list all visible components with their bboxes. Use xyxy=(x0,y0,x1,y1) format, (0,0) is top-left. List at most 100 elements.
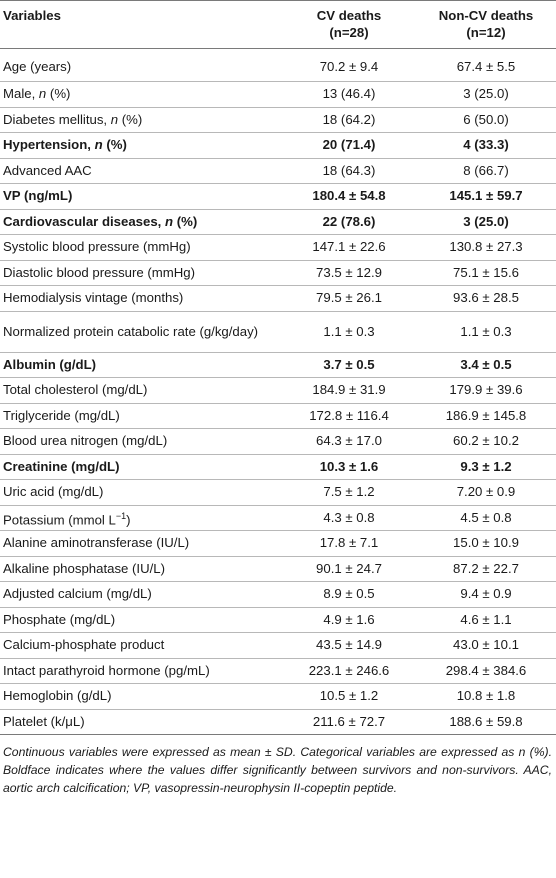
row-cv-deaths-value: 211.6 ± 72.7 xyxy=(282,709,416,735)
row-variable-label: Diabetes mellitus, n (%) xyxy=(0,107,282,133)
header-row: Variables CV deaths (n=28) Non-CV deaths… xyxy=(0,0,556,49)
table-row: Alanine aminotransferase (IU/L) 17.8 ± 7.… xyxy=(0,530,556,557)
row-variable-label: Age (years) xyxy=(0,48,282,82)
row-cv-deaths-value: 1.1 ± 0.3 xyxy=(282,311,416,353)
row-non-cv-deaths-value: 4.5 ± 0.8 xyxy=(416,505,556,531)
row-variable-label: Advanced AAC xyxy=(0,158,282,184)
row-variable-label: Potassium (mmol L−1) xyxy=(0,505,282,531)
row-variable-label: Hemoglobin (g/dL) xyxy=(0,683,282,710)
row-non-cv-deaths-value: 3 (25.0) xyxy=(416,81,556,108)
table-row: Age (years) 70.2 ± 9.4 67.4 ± 5.5 xyxy=(0,48,556,82)
row-variable-label: Diastolic blood pressure (mmHg) xyxy=(0,260,282,286)
header-cv-deaths-label: CV deaths xyxy=(316,8,382,23)
row-variable-label: Cardiovascular diseases, n (%) xyxy=(0,209,282,235)
row-non-cv-deaths-value: 60.2 ± 10.2 xyxy=(416,428,556,455)
row-non-cv-deaths-value: 9.3 ± 1.2 xyxy=(416,454,556,480)
table-row: Creatinine (mg/dL) 10.3 ± 1.6 9.3 ± 1.2 xyxy=(0,454,556,480)
row-non-cv-deaths-value: 67.4 ± 5.5 xyxy=(416,48,556,82)
row-variable-label: Alanine aminotransferase (IU/L) xyxy=(0,530,282,557)
row-non-cv-deaths-value: 6 (50.0) xyxy=(416,107,556,133)
row-cv-deaths-value: 90.1 ± 24.7 xyxy=(282,556,416,582)
row-non-cv-deaths-value: 188.6 ± 59.8 xyxy=(416,709,556,735)
row-variable-label: Creatinine (mg/dL) xyxy=(0,454,282,480)
row-non-cv-deaths-value: 4.6 ± 1.1 xyxy=(416,607,556,633)
table-row: Adjusted calcium (mg/dL) 8.9 ± 0.5 9.4 ± 0… xyxy=(0,581,556,608)
row-non-cv-deaths-value: 3 (25.0) xyxy=(416,209,556,235)
table-row: Diastolic blood pressure (mmHg) 73.5 ± 12… xyxy=(0,260,556,286)
table-header: Variables CV deaths (n=28) Non-CV deaths… xyxy=(0,0,556,49)
row-cv-deaths-value: 18 (64.3) xyxy=(282,158,416,184)
row-variable-label: Hemodialysis vintage (months) xyxy=(0,285,282,312)
row-cv-deaths-value: 180.4 ± 54.8 xyxy=(282,183,416,210)
row-variable-label: Calcium-phosphate product xyxy=(0,632,282,659)
row-cv-deaths-value: 13 (46.4) xyxy=(282,81,416,108)
row-cv-deaths-value: 3.7 ± 0.5 xyxy=(282,352,416,378)
row-variable-label: VP (ng/mL) xyxy=(0,183,282,210)
table-row: Phosphate (mg/dL) 4.9 ± 1.6 4.6 ± 1.1 xyxy=(0,607,556,633)
row-cv-deaths-value: 10.3 ± 1.6 xyxy=(282,454,416,480)
row-non-cv-deaths-value: 10.8 ± 1.8 xyxy=(416,683,556,710)
table-row: VP (ng/mL) 180.4 ± 54.8 145.1 ± 59.7 xyxy=(0,183,556,210)
table-row: Systolic blood pressure (mmHg) 147.1 ± 22… xyxy=(0,234,556,261)
row-variable-label: Albumin (g/dL) xyxy=(0,352,282,378)
table-row: Potassium (mmol L−1) 4.3 ± 0.8 4.5 ± 0.8 xyxy=(0,505,556,531)
row-variable-label: Male, n (%) xyxy=(0,81,282,108)
row-non-cv-deaths-value: 145.1 ± 59.7 xyxy=(416,183,556,210)
row-non-cv-deaths-value: 7.20 ± 0.9 xyxy=(416,479,556,506)
header-variables: Variables xyxy=(0,1,282,49)
row-variable-label: Hypertension, n (%) xyxy=(0,132,282,159)
row-cv-deaths-value: 8.9 ± 0.5 xyxy=(282,581,416,608)
row-non-cv-deaths-value: 8 (66.7) xyxy=(416,158,556,184)
row-cv-deaths-value: 20 (71.4) xyxy=(282,132,416,159)
table-row: Albumin (g/dL) 3.7 ± 0.5 3.4 ± 0.5 xyxy=(0,352,556,378)
data-table-container: Variables CV deaths (n=28) Non-CV deaths… xyxy=(0,0,556,795)
table-row: Blood urea nitrogen (mg/dL) 64.3 ± 17.0 60… xyxy=(0,428,556,455)
row-cv-deaths-value: 7.5 ± 1.2 xyxy=(282,479,416,506)
table-row: Hemoglobin (g/dL) 10.5 ± 1.2 10.8 ± 1.8 xyxy=(0,683,556,710)
row-cv-deaths-value: 147.1 ± 22.6 xyxy=(282,234,416,261)
table-row: Platelet (k/μL) 211.6 ± 72.7 188.6 ± 59.8 xyxy=(0,709,556,735)
row-variable-label: Phosphate (mg/dL) xyxy=(0,607,282,633)
table-row: Hypertension, n (%) 20 (71.4) 4 (33.3) xyxy=(0,132,556,159)
row-variable-label: Triglyceride (mg/dL) xyxy=(0,403,282,429)
row-cv-deaths-value: 18 (64.2) xyxy=(282,107,416,133)
table-footnote: Continuous variables were expressed as m… xyxy=(3,745,552,795)
row-cv-deaths-value: 10.5 ± 1.2 xyxy=(282,683,416,710)
table-row: Cardiovascular diseases, n (%) 22 (78.6) 3… xyxy=(0,209,556,235)
row-non-cv-deaths-value: 87.2 ± 22.7 xyxy=(416,556,556,582)
row-non-cv-deaths-value: 15.0 ± 10.9 xyxy=(416,530,556,557)
header-variables-label: Variables xyxy=(3,8,61,23)
row-cv-deaths-value: 70.2 ± 9.4 xyxy=(282,48,416,82)
table-row: Male, n (%) 13 (46.4) 3 (25.0) xyxy=(0,81,556,108)
row-variable-label: Uric acid (mg/dL) xyxy=(0,479,282,506)
row-variable-label: Blood urea nitrogen (mg/dL) xyxy=(0,428,282,455)
row-cv-deaths-value: 4.3 ± 0.8 xyxy=(282,505,416,531)
row-variable-label: Intact parathyroid hormone (pg/mL) xyxy=(0,658,282,684)
header-cv-deaths: CV deaths (n=28) xyxy=(282,1,416,49)
row-variable-label: Systolic blood pressure (mmHg) xyxy=(0,234,282,261)
row-cv-deaths-value: 4.9 ± 1.6 xyxy=(282,607,416,633)
row-cv-deaths-value: 43.5 ± 14.9 xyxy=(282,632,416,659)
comparison-table: Variables CV deaths (n=28) Non-CV deaths… xyxy=(0,0,556,735)
table-row: Uric acid (mg/dL) 7.5 ± 1.2 7.20 ± 0.9 xyxy=(0,479,556,506)
row-non-cv-deaths-value: 298.4 ± 384.6 xyxy=(416,658,556,684)
row-variable-label: Alkaline phosphatase (IU/L) xyxy=(0,556,282,582)
table-row: Normalized protein catabolic rate (g/kg/… xyxy=(0,311,556,353)
header-non-cv-deaths-count: (n=12) xyxy=(466,25,506,40)
row-cv-deaths-value: 22 (78.6) xyxy=(282,209,416,235)
table-row: Advanced AAC 18 (64.3) 8 (66.7) xyxy=(0,158,556,184)
row-cv-deaths-value: 172.8 ± 116.4 xyxy=(282,403,416,429)
table-row: Diabetes mellitus, n (%) 18 (64.2) 6 (50.0… xyxy=(0,107,556,133)
row-cv-deaths-value: 17.8 ± 7.1 xyxy=(282,530,416,557)
table-row: Total cholesterol (mg/dL) 184.9 ± 31.9 179… xyxy=(0,377,556,404)
row-cv-deaths-value: 184.9 ± 31.9 xyxy=(282,377,416,404)
row-variable-label: Total cholesterol (mg/dL) xyxy=(0,377,282,404)
row-cv-deaths-value: 73.5 ± 12.9 xyxy=(282,260,416,286)
row-non-cv-deaths-value: 1.1 ± 0.3 xyxy=(416,311,556,353)
row-non-cv-deaths-value: 4 (33.3) xyxy=(416,132,556,159)
header-non-cv-deaths-label: Non-CV deaths xyxy=(438,8,534,23)
table-row: Intact parathyroid hormone (pg/mL) 223.1 … xyxy=(0,658,556,684)
row-non-cv-deaths-value: 3.4 ± 0.5 xyxy=(416,352,556,378)
row-non-cv-deaths-value: 186.9 ± 145.8 xyxy=(416,403,556,429)
row-cv-deaths-value: 79.5 ± 26.1 xyxy=(282,285,416,312)
